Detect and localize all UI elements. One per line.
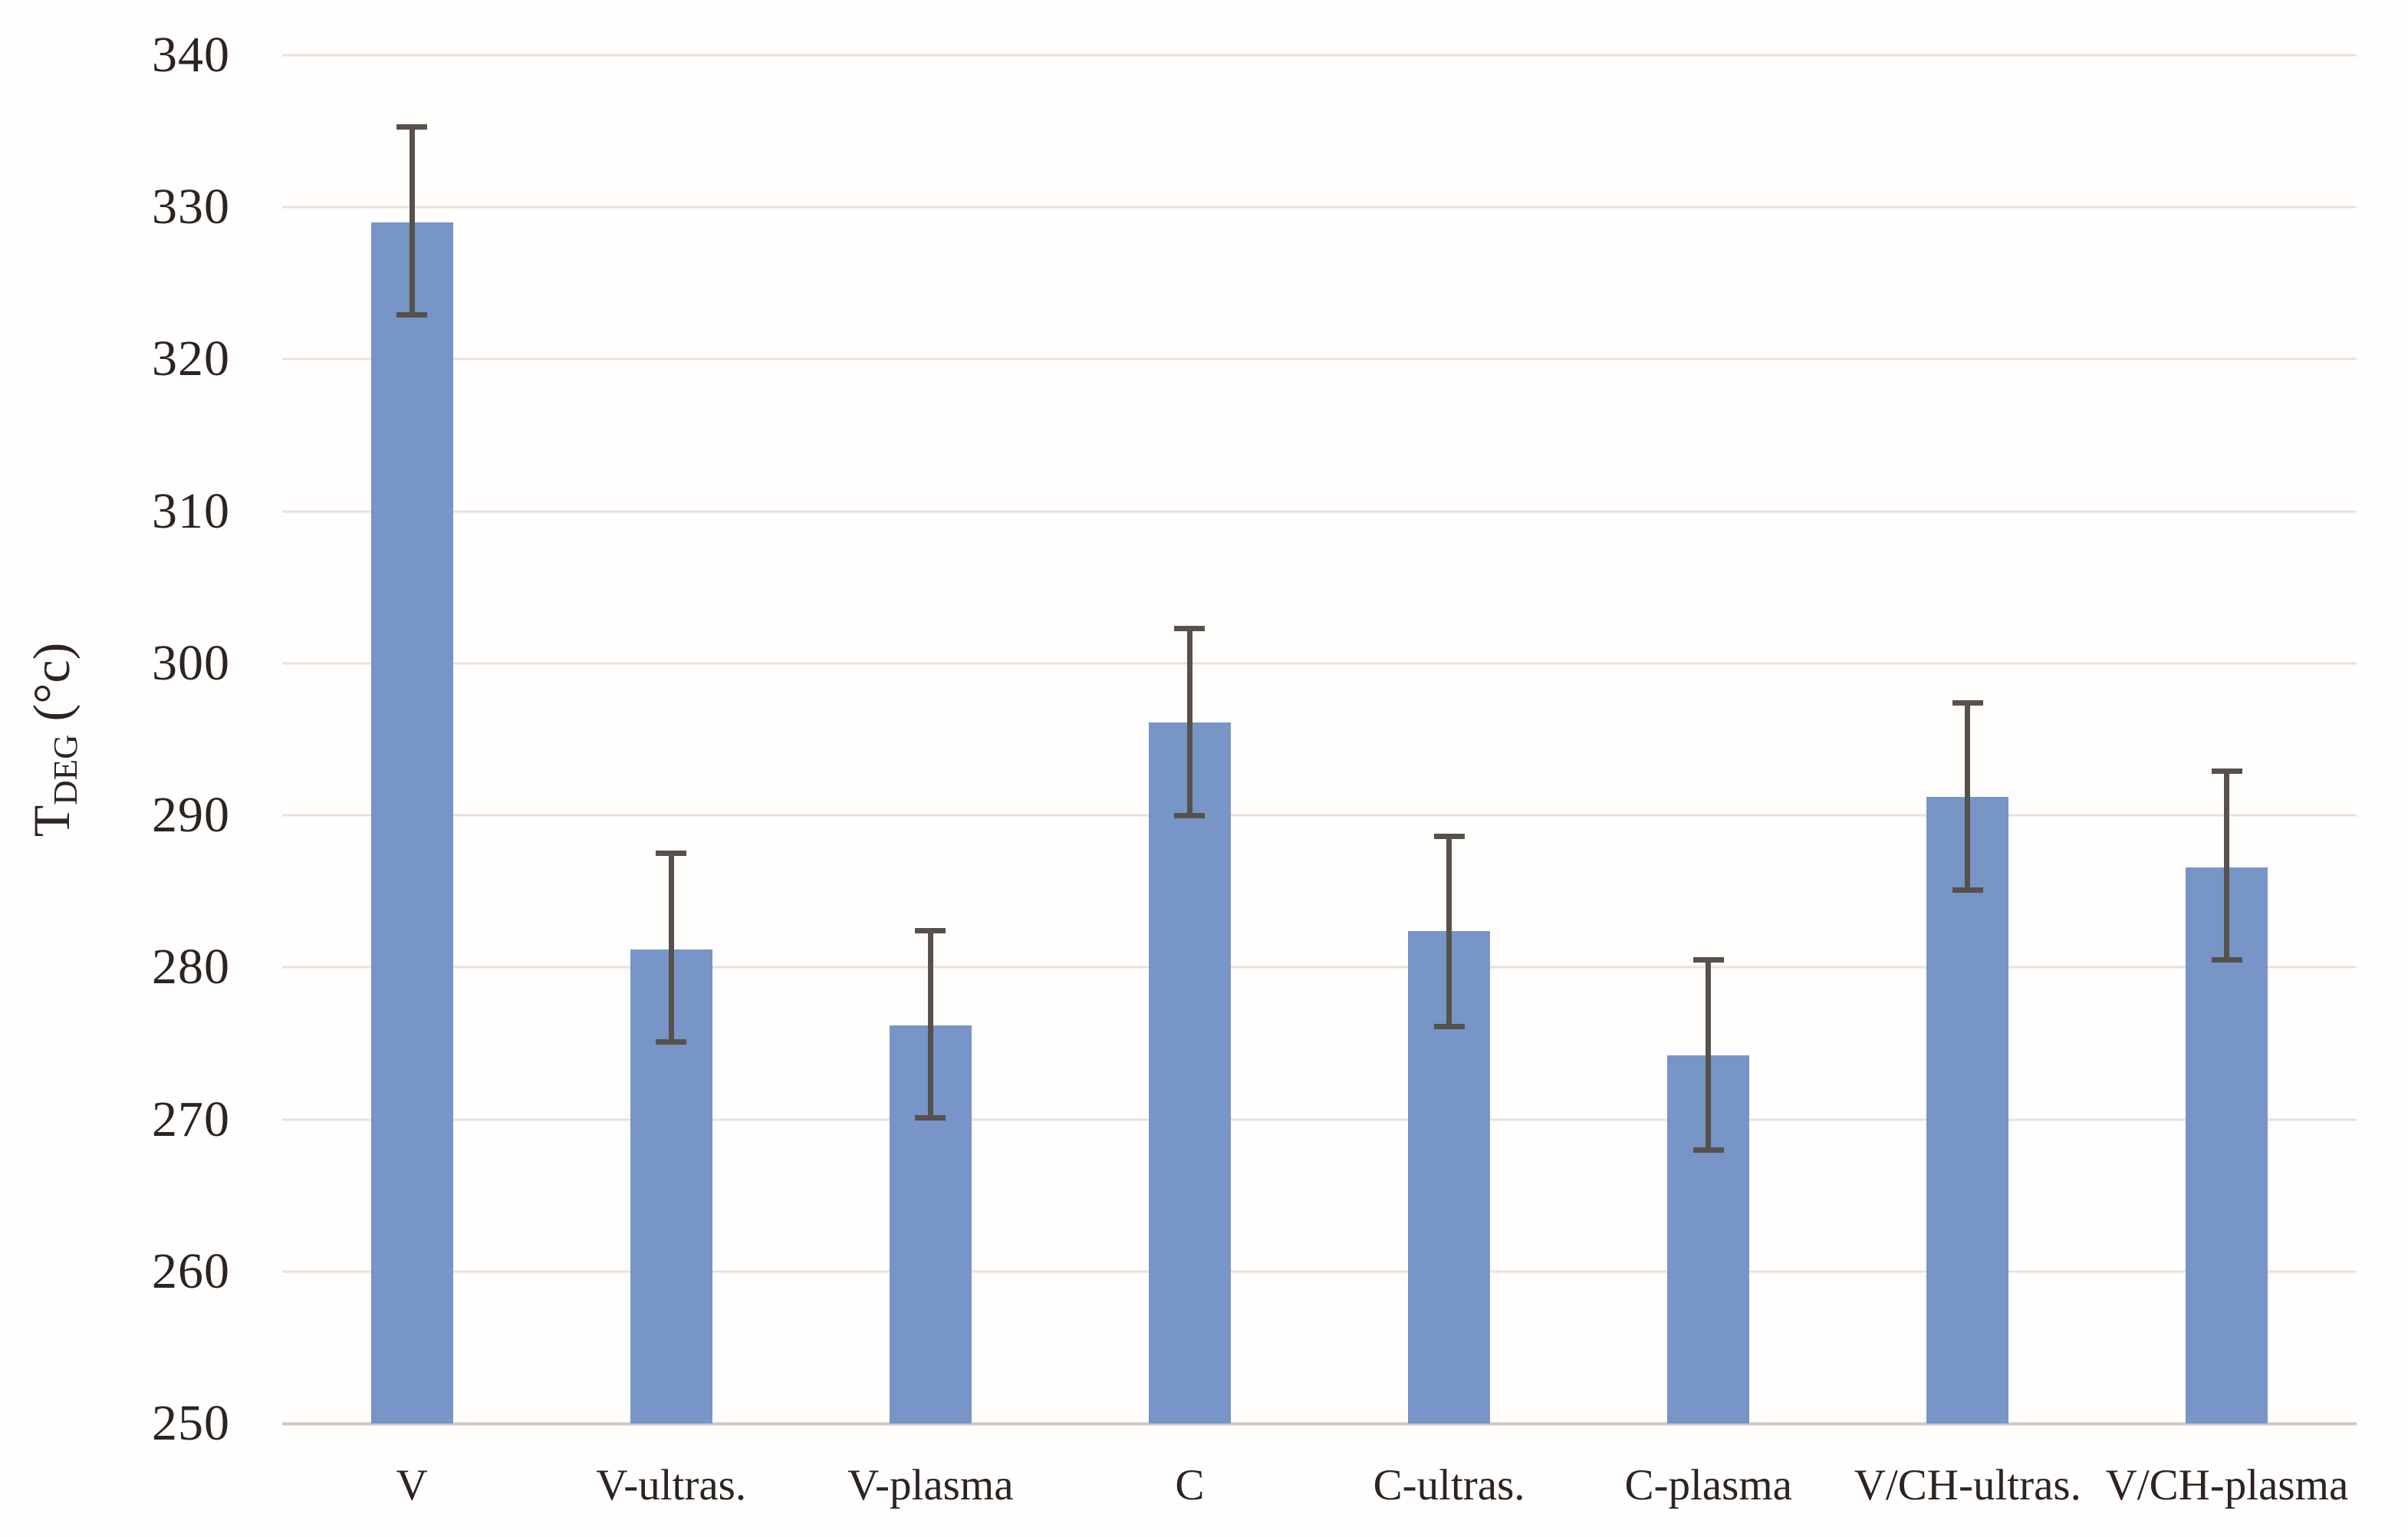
error-bar-cap-bottom	[1433, 1024, 1465, 1030]
y-tick-label: 340	[152, 27, 230, 83]
gridline	[282, 54, 2357, 57]
bar-V/CH-ultras.	[1926, 797, 2009, 1423]
error-bar-cap-top	[1174, 625, 1206, 631]
error-bar-cap-top	[915, 928, 946, 934]
error-bar-cap-bottom	[1952, 887, 1983, 893]
error-bar-stem	[1706, 959, 1712, 1150]
x-tick-label-V-plasma: V-plasma	[847, 1461, 1014, 1509]
y-tick-label: 300	[152, 634, 230, 691]
error-bar-cap-bottom	[396, 312, 428, 318]
y-tick-label: 310	[152, 482, 230, 539]
error-bar-stem	[1965, 703, 1971, 890]
plot-area	[282, 54, 2357, 1426]
x-tick-label-C-ultras.: C-ultras.	[1373, 1461, 1525, 1509]
error-bar-cap-bottom	[915, 1115, 946, 1121]
error-bar-stem	[927, 930, 933, 1118]
x-tick-label-V: V	[396, 1461, 428, 1509]
y-tick-label: 270	[152, 1091, 230, 1147]
y-tick-label: 250	[152, 1395, 230, 1451]
bar-C	[1148, 722, 1231, 1423]
x-tick-label-V-ultras.: V-ultras.	[596, 1461, 747, 1509]
error-bar-cap-top	[1693, 956, 1724, 963]
error-bar-stem	[1446, 836, 1452, 1027]
x-tick-label-V/CH-ultras.: V/CH-ultras.	[1854, 1461, 2081, 1509]
error-bar-cap-bottom	[1693, 1147, 1724, 1153]
x-tick-label-C: C	[1175, 1461, 1205, 1509]
bar-V	[370, 222, 453, 1423]
gridline	[282, 814, 2357, 817]
gridline	[282, 1270, 2357, 1273]
gridline	[282, 966, 2357, 969]
y-tick-label: 280	[152, 939, 230, 996]
error-bar-cap-bottom	[656, 1038, 687, 1045]
y-tick-label: 260	[152, 1242, 230, 1299]
error-bar-cap-top	[1952, 699, 1983, 706]
x-tick-label-C-plasma: C-plasma	[1624, 1461, 1792, 1509]
x-axis-line	[282, 1422, 2357, 1426]
error-bar-cap-top	[2211, 768, 2242, 775]
error-bar-cap-bottom	[2211, 956, 2242, 963]
gridline	[282, 206, 2357, 209]
error-bar-cap-top	[396, 123, 428, 130]
y-tick-label: 320	[152, 331, 230, 387]
error-bar-cap-top	[656, 851, 687, 857]
gridline	[282, 662, 2357, 665]
y-tick-label: 330	[152, 179, 230, 235]
gridline	[282, 357, 2357, 360]
error-bar-stem	[409, 127, 415, 315]
error-bar-cap-bottom	[1174, 812, 1206, 818]
error-bar-stem	[2224, 771, 2230, 960]
y-tick-label: 290	[152, 787, 230, 844]
error-bar-stem	[1186, 628, 1192, 816]
error-bar-cap-top	[1433, 834, 1465, 840]
x-tick-label-V/CH-plasma: V/CH-plasma	[2105, 1461, 2349, 1509]
gridline	[282, 510, 2357, 513]
gridline	[282, 1118, 2357, 1121]
error-bar-stem	[668, 853, 674, 1042]
y-axis-title-wrap: TDEG (°c)	[6, 55, 98, 1423]
